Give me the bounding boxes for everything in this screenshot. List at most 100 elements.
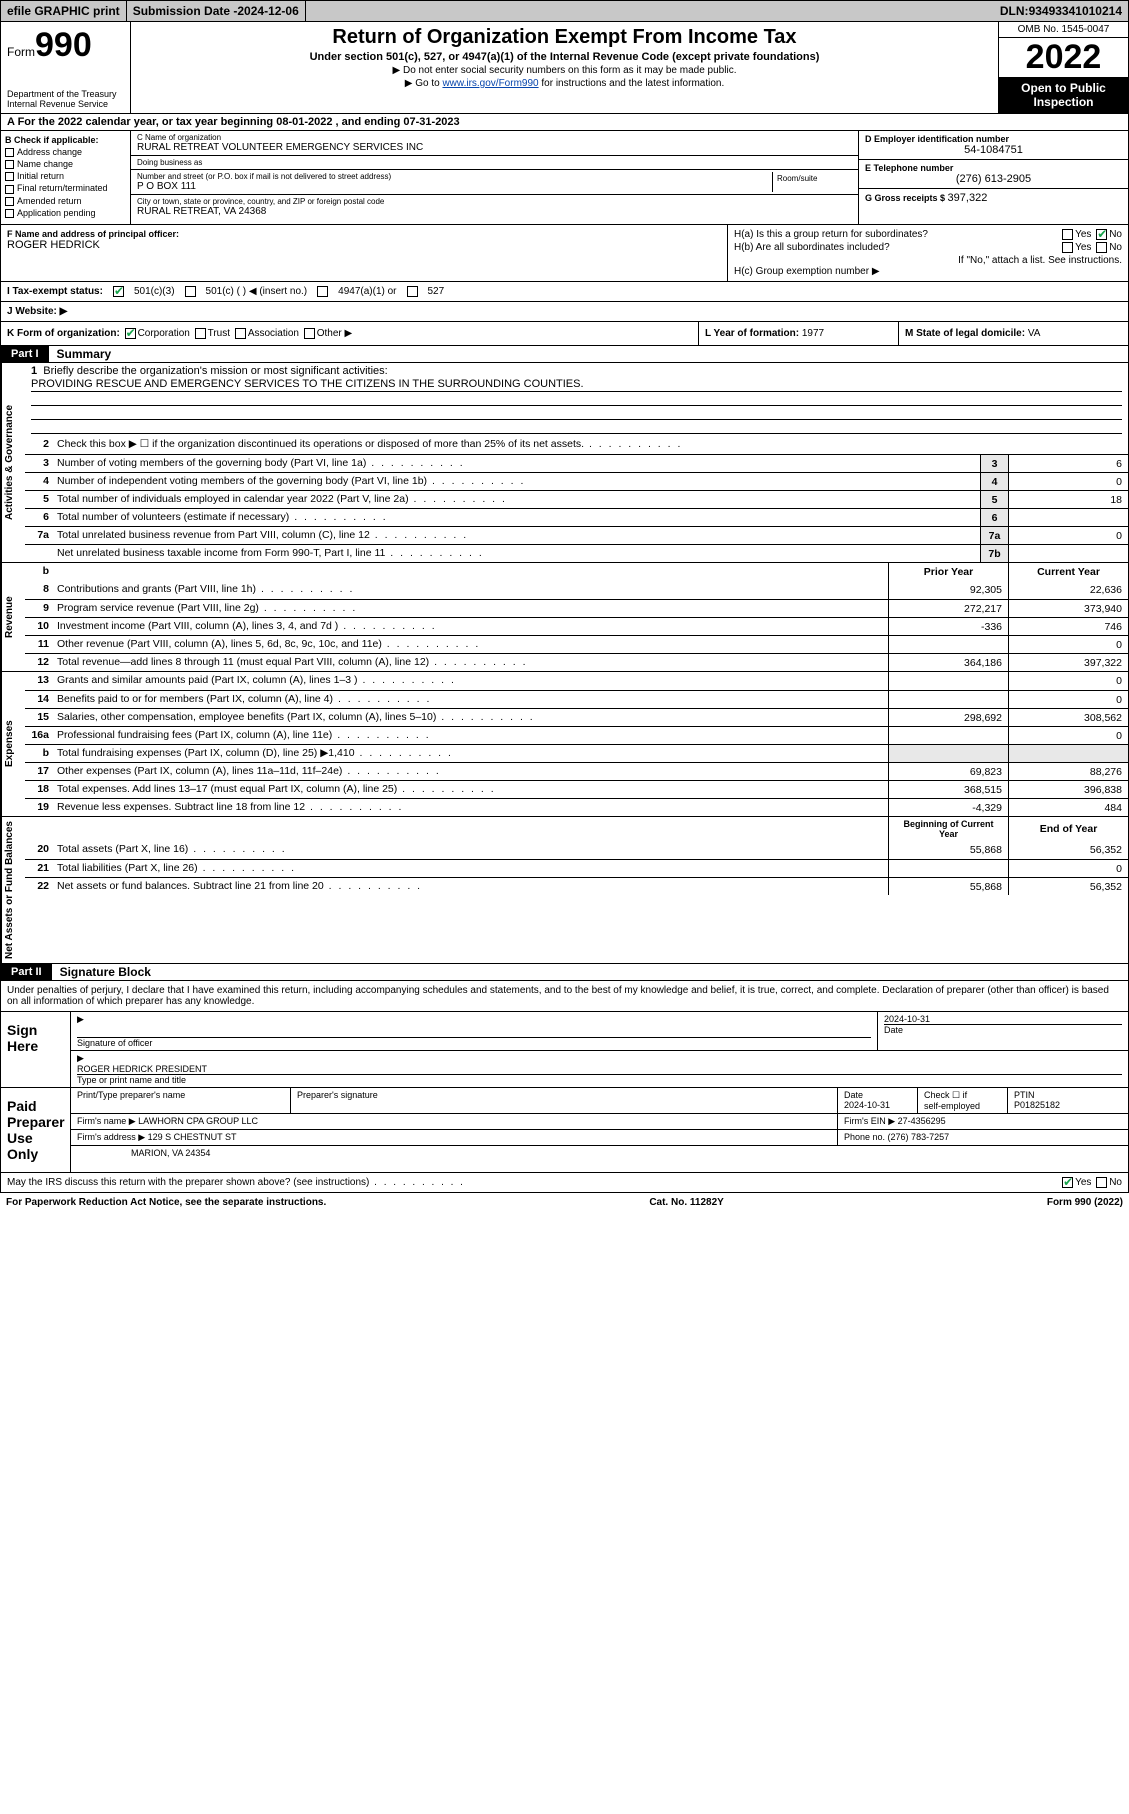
a-pre: A For the 2022 calendar year, or tax yea… [7,116,276,128]
b-opt: Final return/terminated [17,183,108,193]
section-m: M State of legal domicile: VA [898,322,1128,345]
a-begin: 08-01-2022 [276,116,332,128]
c-addr-lbl: Number and street (or P.O. box if mail i… [137,172,772,181]
k-opt: Corporation [138,328,190,339]
checkbox-icon[interactable] [5,148,14,157]
checkbox-icon[interactable] [1062,229,1073,240]
checkbox-icon[interactable] [1062,242,1073,253]
curr-val: 0 [1008,860,1128,877]
summary-line: 4Number of independent voting members of… [25,472,1128,490]
curr-val: 0 [1008,727,1128,744]
part1-tag: Part I [1,346,49,362]
curr-val: 396,838 [1008,781,1128,798]
curr-val: 746 [1008,618,1128,635]
line-desc: Total assets (Part X, line 16) [53,841,888,859]
checkbox-icon[interactable] [5,160,14,169]
f-lbl: F Name and address of principal officer: [7,229,721,239]
prior-val: 55,868 [888,841,1008,859]
org-name: RURAL RETREAT VOLUNTEER EMERGENCY SERVIC… [137,142,852,153]
declaration: Under penalties of perjury, I declare th… [0,981,1129,1012]
hdr-blank [25,817,53,841]
prior-val: 55,868 [888,878,1008,895]
checkbox-icon[interactable] [304,328,315,339]
checkbox-icon[interactable] [5,209,14,218]
i-opt: 527 [428,286,445,297]
e-lbl: E Telephone number [865,163,1122,173]
dln-value: 93493341010214 [1029,4,1122,18]
k-opt: Association [248,328,299,339]
org-city: RURAL RETREAT, VA 24368 [137,206,852,217]
prior-val [888,636,1008,653]
checkbox-icon[interactable] [5,172,14,181]
summary-line: 7aTotal unrelated business revenue from … [25,526,1128,544]
prior-val [888,745,1008,762]
checkbox-checked-icon[interactable] [1062,1177,1073,1188]
section-f: F Name and address of principal officer:… [1,225,728,281]
summary-line: 22Net assets or fund balances. Subtract … [25,877,1128,895]
sig-date: 2024-10-31 [884,1014,1122,1024]
summary-line: 12Total revenue—add lines 8 through 11 (… [25,653,1128,671]
netassets-block: Net Assets or Fund Balances Beginning of… [0,817,1129,964]
note-link: ▶ Go to www.irs.gov/Form990 for instruct… [139,78,990,89]
prior-val [888,727,1008,744]
note-ssn: ▶ Do not enter social security numbers o… [139,65,990,76]
two-col-header: b Prior Year Current Year [25,563,1128,581]
checkbox-checked-icon[interactable] [1096,229,1107,240]
summary-line: 13Grants and similar amounts paid (Part … [25,672,1128,690]
yes-label: Yes [1075,242,1091,253]
org-addr: P O BOX 111 [137,181,772,192]
checkbox-icon[interactable] [235,328,246,339]
checkbox-icon[interactable] [195,328,206,339]
prep-self-lbl2: self-employed [924,1101,1001,1111]
checkbox-checked-icon[interactable] [125,328,136,339]
summary-line: 2Check this box ▶ ☐ if the organization … [25,436,1128,454]
line-num: 20 [25,841,53,859]
firm-addr2: MARION, VA 24354 [71,1146,1128,1160]
summary-line: 11Other revenue (Part VIII, column (A), … [25,635,1128,653]
checkbox-icon[interactable] [185,286,196,297]
tax-year: 2022 [999,38,1128,77]
checkbox-icon[interactable] [5,197,14,206]
c-city-lbl: City or town, state or province, country… [137,197,852,206]
governance-block: Activities & Governance 1 Briefly descri… [0,363,1129,563]
d-lbl: D Employer identification number [865,134,1122,144]
i-opt: 501(c) ( ) ◀ (insert no.) [206,286,308,297]
curr-val: 484 [1008,799,1128,816]
curr-val: 308,562 [1008,709,1128,726]
c-room-lbl: Room/suite [777,174,817,183]
line-desc: Other expenses (Part IX, column (A), lin… [53,763,888,780]
checkbox-icon[interactable] [317,286,328,297]
checkbox-icon[interactable] [5,185,14,194]
prior-val: 92,305 [888,581,1008,599]
irs-link[interactable]: www.irs.gov/Form990 [442,78,538,89]
mission-text: PROVIDING RESCUE AND EMERGENCY SERVICES … [31,377,1122,392]
line-num: 19 [25,799,53,816]
summary-line: 8Contributions and grants (Part VIII, li… [25,581,1128,599]
line-num: 8 [25,581,53,599]
governance-body: 1 Briefly describe the organization's mi… [25,363,1128,562]
curr-val: 0 [1008,636,1128,653]
open-inspection: Open to Public Inspection [999,77,1128,113]
form-number: Form990 [7,26,124,65]
efile-label[interactable]: efile GRAPHIC print [1,1,127,21]
hdr-end: End of Year [1008,817,1128,841]
line-num: 7a [25,527,53,544]
curr-val [1008,745,1128,762]
checkbox-icon[interactable] [407,286,418,297]
line-desc: Total liabilities (Part X, line 26) [53,860,888,877]
prior-val: 368,515 [888,781,1008,798]
year-formation: 1977 [802,328,824,339]
submission-date: Submission Date - 2024-12-06 [127,1,306,21]
line-cell-num: 5 [980,491,1008,508]
hdr-curr: Current Year [1008,563,1128,581]
a-end: 07-31-2023 [403,116,459,128]
line-desc: Net assets or fund balances. Subtract li… [53,878,888,895]
mission-blank [31,406,1122,420]
checkbox-icon[interactable] [1096,242,1107,253]
section-l: L Year of formation: 1977 [698,322,898,345]
form-prefix: Form [7,45,35,59]
line-desc: Revenue less expenses. Subtract line 18 … [53,799,888,816]
checkbox-checked-icon[interactable] [113,286,124,297]
omb-number: OMB No. 1545-0047 [999,22,1128,38]
checkbox-icon[interactable] [1096,1177,1107,1188]
